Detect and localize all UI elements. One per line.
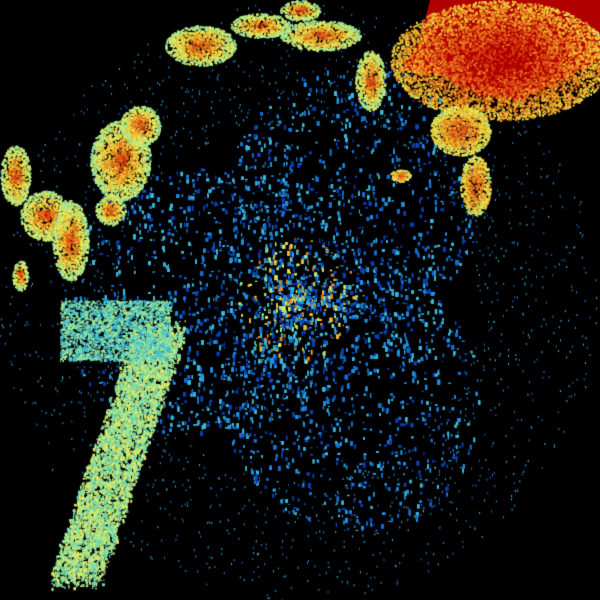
radar-reflectivity-image — [0, 0, 600, 600]
radar-canvas — [0, 0, 600, 600]
